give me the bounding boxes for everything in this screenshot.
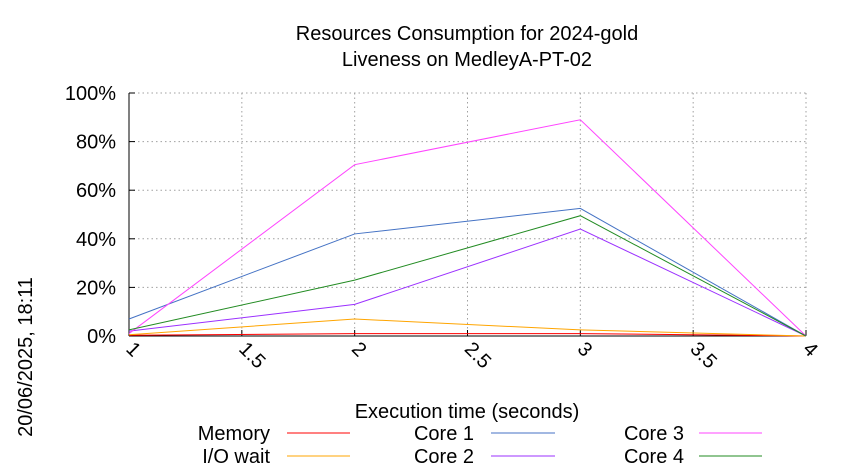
chart-title-line1: Resources Consumption for 2024-gold [296, 23, 638, 45]
x-tick-label: 2.5 [460, 338, 495, 373]
chart-title-line2: Liveness on MedleyA-PT-02 [342, 49, 592, 71]
series-line-core-2 [128, 228, 807, 337]
tick-labels: 0% 20% 40% 60% 80% 100% 1 1.5 2 2.5 3 3.5 4 [65, 83, 822, 373]
y-tick-label: 80% [76, 132, 116, 154]
y-tick-label: 60% [76, 180, 116, 202]
y-tick-label: 0% [87, 326, 116, 348]
legend-label: Core 1 [414, 423, 474, 445]
legend-label: Core 2 [414, 446, 474, 468]
legend-label: Core 4 [624, 446, 684, 468]
x-tick-label: 1 [121, 338, 144, 361]
x-tick-label: 3 [573, 338, 596, 361]
grid [129, 92, 807, 336]
series-line-core-4 [128, 215, 807, 337]
x-tick-label: 1.5 [234, 338, 269, 373]
x-tick-label: 3.5 [686, 338, 721, 373]
series-line-core-1 [128, 207, 807, 337]
plot-area [128, 119, 807, 337]
legend-label: Memory [198, 423, 270, 445]
y-tick-label: 40% [76, 229, 116, 251]
legend-label: I/O wait [202, 446, 270, 468]
timestamp-label: 20/06/2025, 18:11 [15, 277, 37, 437]
series-line-i-o-wait [128, 318, 807, 337]
legend-label: Core 3 [624, 423, 684, 445]
series-line-memory [128, 333, 807, 337]
series-line-core-3 [128, 119, 807, 337]
x-axis-label: Execution time (seconds) [355, 401, 580, 423]
y-tick-label: 20% [76, 277, 116, 299]
x-tick-label: 4 [798, 338, 821, 361]
x-tick-label: 2 [347, 338, 370, 361]
y-tick-label: 100% [65, 83, 116, 105]
